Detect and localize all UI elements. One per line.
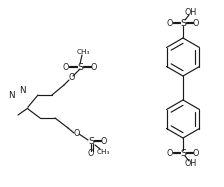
Text: S: S [77, 62, 83, 71]
Text: O: O [91, 62, 97, 71]
Text: O: O [193, 19, 199, 27]
Text: S: S [180, 19, 186, 27]
Text: OH: OH [185, 7, 197, 16]
Text: N: N [19, 85, 25, 94]
Text: O: O [88, 149, 94, 159]
Text: S: S [88, 137, 94, 145]
Text: O: O [74, 130, 80, 139]
Text: CH₃: CH₃ [96, 149, 110, 155]
Text: CH₃: CH₃ [76, 49, 90, 55]
Text: O: O [167, 19, 173, 27]
Text: O: O [193, 148, 199, 157]
Text: O: O [101, 137, 107, 145]
Text: OH: OH [185, 160, 197, 168]
Text: N: N [8, 91, 14, 99]
Text: O: O [63, 62, 69, 71]
Text: S: S [180, 148, 186, 157]
Text: O: O [167, 148, 173, 157]
Text: O: O [69, 73, 75, 82]
